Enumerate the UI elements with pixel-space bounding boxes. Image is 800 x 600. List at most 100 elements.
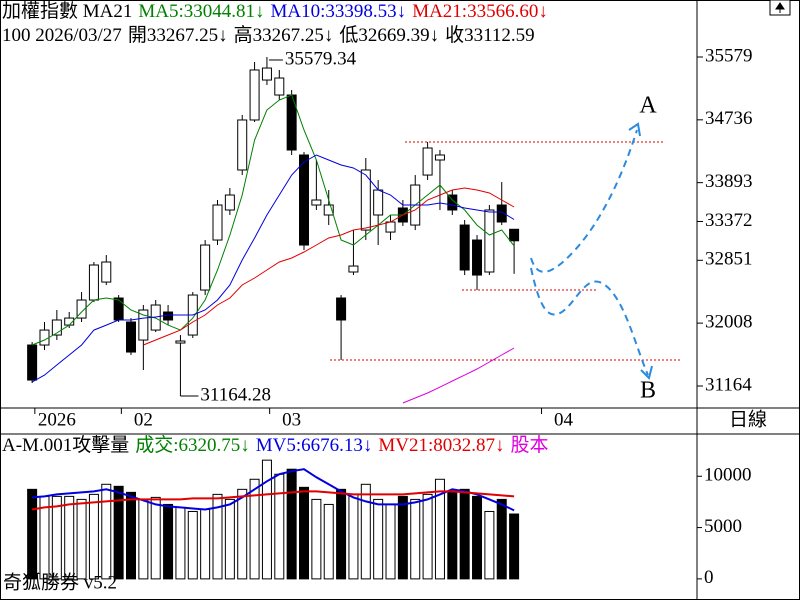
volume-bar [113,485,124,580]
y-tick-label: 10000 [704,465,752,486]
volume-bar [422,493,433,580]
line-series [143,187,515,346]
volume-bar [175,506,186,580]
legend-entry: 低32669.39↓ [339,24,439,46]
y-tick-label: 0 [704,567,714,588]
line-series [402,347,515,404]
volume-bar [472,495,483,580]
candle-body [175,340,186,344]
x-tick-label: 03 [282,409,301,430]
volume-bar [27,488,38,580]
volume-bar [76,498,87,580]
candle-body [311,199,322,206]
volume-bar [138,498,149,580]
legend-entry: 加權指數 MA21 [2,0,132,22]
legend-entry: 成交:6320.75↓ [135,434,250,456]
volume-bar [299,486,310,580]
y-tick-label: 32851 [705,249,753,270]
y-tick-label: 33893 [705,171,753,192]
candle-body [27,344,38,381]
high-label: 35579.34 [285,48,357,69]
line-series [31,490,515,511]
line-series [32,468,515,512]
candle-body [88,264,99,301]
volume-bar [150,496,161,580]
volume-bar [373,498,384,580]
volume-bar [311,498,322,580]
candle-body [373,189,384,216]
y-tick-label: 33372 [705,210,753,231]
volume-bar [496,498,507,580]
x-tick-label: 04 [554,409,574,430]
candle-body [299,154,310,246]
candle-body [484,209,495,273]
volume-bar [187,510,198,580]
volume-bar [261,459,272,580]
low-label: 31164.28 [200,384,271,405]
candle-body [125,321,136,353]
candle-body [336,297,347,321]
legend-entry: MA21:33566.60↓ [412,1,548,22]
candle-body [434,154,445,161]
volume-bar [88,493,99,580]
volume-bar [336,488,347,580]
x-tick-label: 2026 [38,409,76,430]
annotation: A [639,93,657,119]
volume-bar [484,510,495,580]
volume-bar [397,495,408,580]
candle-body [472,239,483,276]
legend: 100 2026/03/27 開33267.25↓ 高33267.25↓ 低32669… [2,24,535,46]
legend: A-M.001攻擊量 成交:6320.75↓ MV5:6676.13↓ MV21:80… [2,434,549,456]
legend-entry: A-M.001攻擊量 [2,434,129,456]
legend: 加權指數 MA21 MA5:33044.81↓ MA10:33398.53↓ MA21… [2,0,548,22]
y-tick-label: 31164 [705,374,752,395]
legend-entry: MA10:33398.53↓ [271,1,407,22]
legend-entry: 股本 [511,434,549,456]
candle-body [348,265,359,273]
legend-entry: MV5:6676.13↓ [256,435,373,456]
legend-entry: 收33112.59 [445,24,535,46]
volume-bar [348,493,359,580]
legend-entry: MV21:8032.87↓ [378,435,504,456]
legend-entry: 高33267.25↓ [234,24,334,46]
volume-bar [286,468,297,580]
line-series [31,154,515,383]
volume-bar [125,491,136,580]
candle-body [101,261,112,283]
volume-bar [101,483,112,580]
candle-body [261,67,272,81]
volume-bar [410,498,421,580]
candle-body [249,69,260,121]
candle-body [76,299,87,319]
volume-bar [434,478,445,580]
candle-body [422,147,433,176]
volume-bar [64,495,75,580]
x-tick-label: 02 [134,409,153,430]
volume-bar [224,498,235,580]
candle-body [224,194,235,211]
scroll-icon [775,2,785,13]
legend-entry: 100 2026/03/27 [2,25,122,46]
volume-bar [237,488,248,580]
price-panel: 35579 34736 33893 33372 32851 32008 31164 2026 0… [2,0,767,430]
candle-body [200,244,211,291]
candle-body [459,224,470,271]
candle-body [323,204,334,216]
volume-bar [200,508,211,580]
arrow-up [530,129,638,273]
candle-body [51,319,62,336]
y-tick-label: 5000 [704,516,742,537]
volume-bar [459,488,470,580]
arrowhead [640,365,653,380]
candle-body [39,329,50,346]
volume-bar [249,478,260,580]
volume-bar [51,495,62,580]
candle-body [237,119,248,171]
legend-entry: MA5:33044.81↓ [138,1,264,22]
y-tick-label: 32008 [705,311,753,332]
volume-panel: 10000 5000 0 A-M.001攻擊量 成交:6320.75↓ MV5:6676.… [2,434,752,588]
candle-body [447,194,458,211]
volume-bar [509,513,520,580]
volume-bar [163,503,174,580]
